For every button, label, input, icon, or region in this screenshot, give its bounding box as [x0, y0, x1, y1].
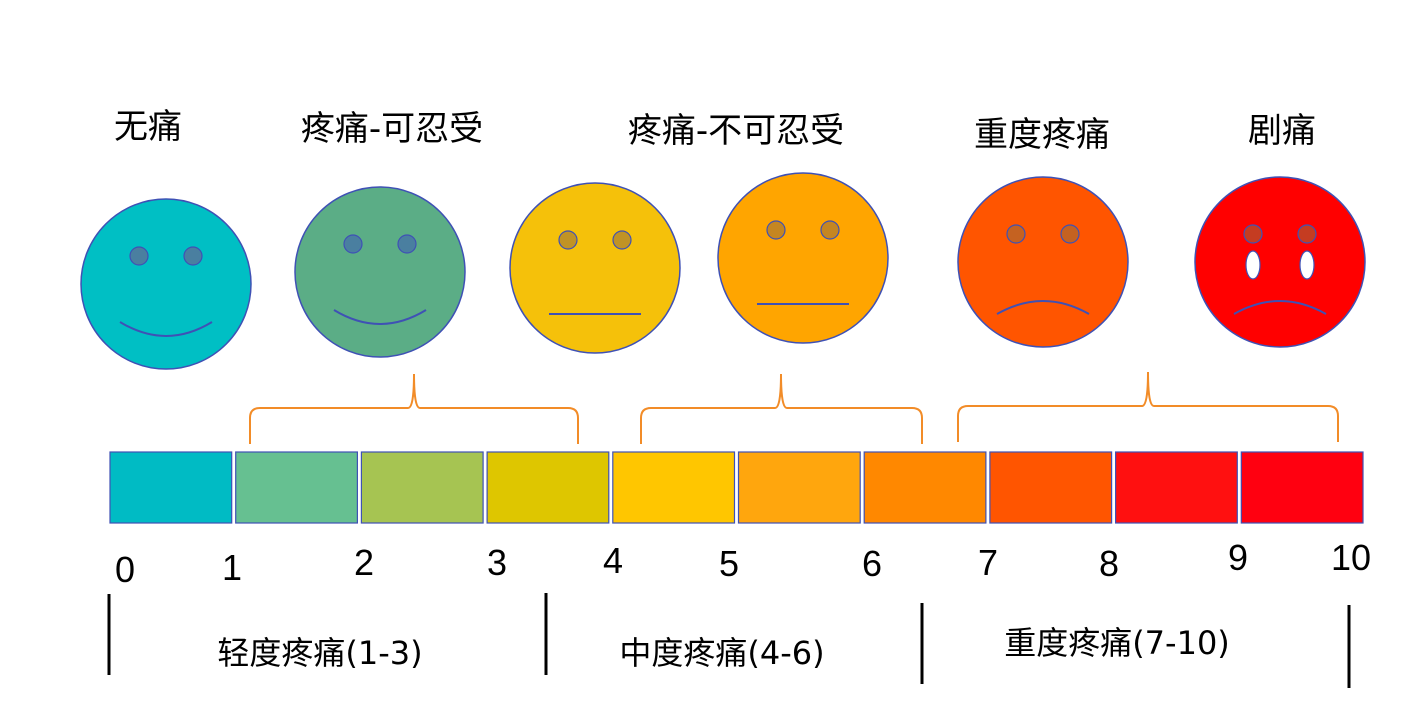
scale-numbers: 0 1 2 3 4 5 6 7 8 9 10 — [115, 537, 1371, 590]
scale-segment-7 — [863, 451, 987, 524]
scale-segment-5 — [612, 451, 736, 524]
face-eye — [129, 246, 149, 266]
face-circle — [509, 182, 681, 354]
face-eye — [820, 220, 840, 240]
band-labels: 轻度疼痛(1-3) 中度疼痛(4-6) 重度疼痛(7-10) — [217, 624, 1229, 672]
scale-number-10: 10 — [1331, 537, 1371, 578]
bracket-1 — [640, 373, 923, 444]
band-label-mild: 轻度疼痛(1-3) — [217, 634, 422, 672]
face-circle — [717, 172, 889, 344]
face-eye — [1006, 224, 1026, 244]
tear-icon — [1299, 250, 1315, 280]
scale-segment-6 — [737, 451, 861, 524]
face-mouth — [996, 300, 1090, 315]
scale-number-8: 8 — [1099, 543, 1119, 584]
face-label-severe: 重度疼痛 — [974, 115, 1110, 155]
face-mouth — [119, 321, 213, 337]
scale-number-6: 6 — [862, 543, 882, 584]
face-label-intolerable: 疼痛-不可忍受 — [628, 111, 844, 151]
face-eye — [558, 230, 578, 250]
band-dividers — [107, 593, 1351, 688]
bracket-2 — [957, 371, 1339, 442]
tear-icon — [1245, 250, 1261, 280]
face-label-no-pain: 无痛 — [114, 107, 182, 147]
face-label-extreme: 剧痛 — [1248, 111, 1316, 151]
face-happy-0 — [80, 198, 252, 370]
face-eye — [183, 246, 203, 266]
bracket-0 — [249, 373, 579, 444]
face-mouth — [1233, 300, 1327, 315]
face-eye — [1243, 224, 1263, 244]
scale-segment-4 — [486, 451, 610, 524]
face-eye — [766, 220, 786, 240]
scale-number-0: 0 — [115, 549, 135, 590]
face-circle — [294, 186, 466, 358]
scale-number-2: 2 — [354, 542, 374, 583]
face-mouth — [333, 309, 427, 325]
face-neutral-2 — [509, 182, 681, 354]
face-eye — [1297, 224, 1317, 244]
face-neutral-3 — [717, 172, 889, 344]
face-crying-5 — [1194, 176, 1366, 348]
face-label-tolerable: 疼痛-可忍受 — [301, 109, 483, 149]
scale-number-5: 5 — [719, 543, 739, 584]
scale-segment-8 — [989, 451, 1113, 524]
face-eye — [612, 230, 632, 250]
face-eye — [343, 234, 363, 254]
face-labels: 无痛 疼痛-可忍受 疼痛-不可忍受 重度疼痛 剧痛 — [114, 107, 1316, 155]
scale-number-9: 9 — [1228, 537, 1248, 578]
range-brackets — [249, 371, 1339, 444]
faces-row — [80, 172, 1366, 370]
face-happy-1 — [294, 186, 466, 358]
face-eye — [397, 234, 417, 254]
face-circle — [1194, 176, 1366, 348]
scale-segment-9 — [1114, 451, 1238, 524]
scale-number-3: 3 — [487, 542, 507, 583]
band-label-moderate: 中度疼痛(4-6) — [619, 634, 824, 672]
scale-number-7: 7 — [978, 542, 998, 583]
scale-segment-10 — [1240, 451, 1364, 524]
scale-segment-1 — [109, 451, 233, 524]
face-eye — [1060, 224, 1080, 244]
scale-number-1: 1 — [222, 547, 242, 588]
scale-segment-3 — [360, 451, 484, 524]
color-scale — [109, 451, 1364, 524]
face-circle — [80, 198, 252, 370]
face-sad-4 — [957, 176, 1129, 348]
face-circle — [957, 176, 1129, 348]
band-label-severe: 重度疼痛(7-10) — [1004, 624, 1230, 662]
scale-segment-2 — [235, 451, 358, 524]
scale-number-4: 4 — [603, 540, 623, 581]
